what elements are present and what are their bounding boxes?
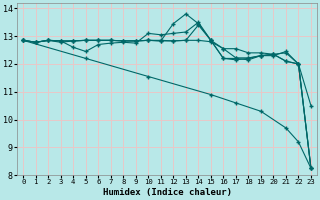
X-axis label: Humidex (Indice chaleur): Humidex (Indice chaleur) [103, 188, 232, 197]
